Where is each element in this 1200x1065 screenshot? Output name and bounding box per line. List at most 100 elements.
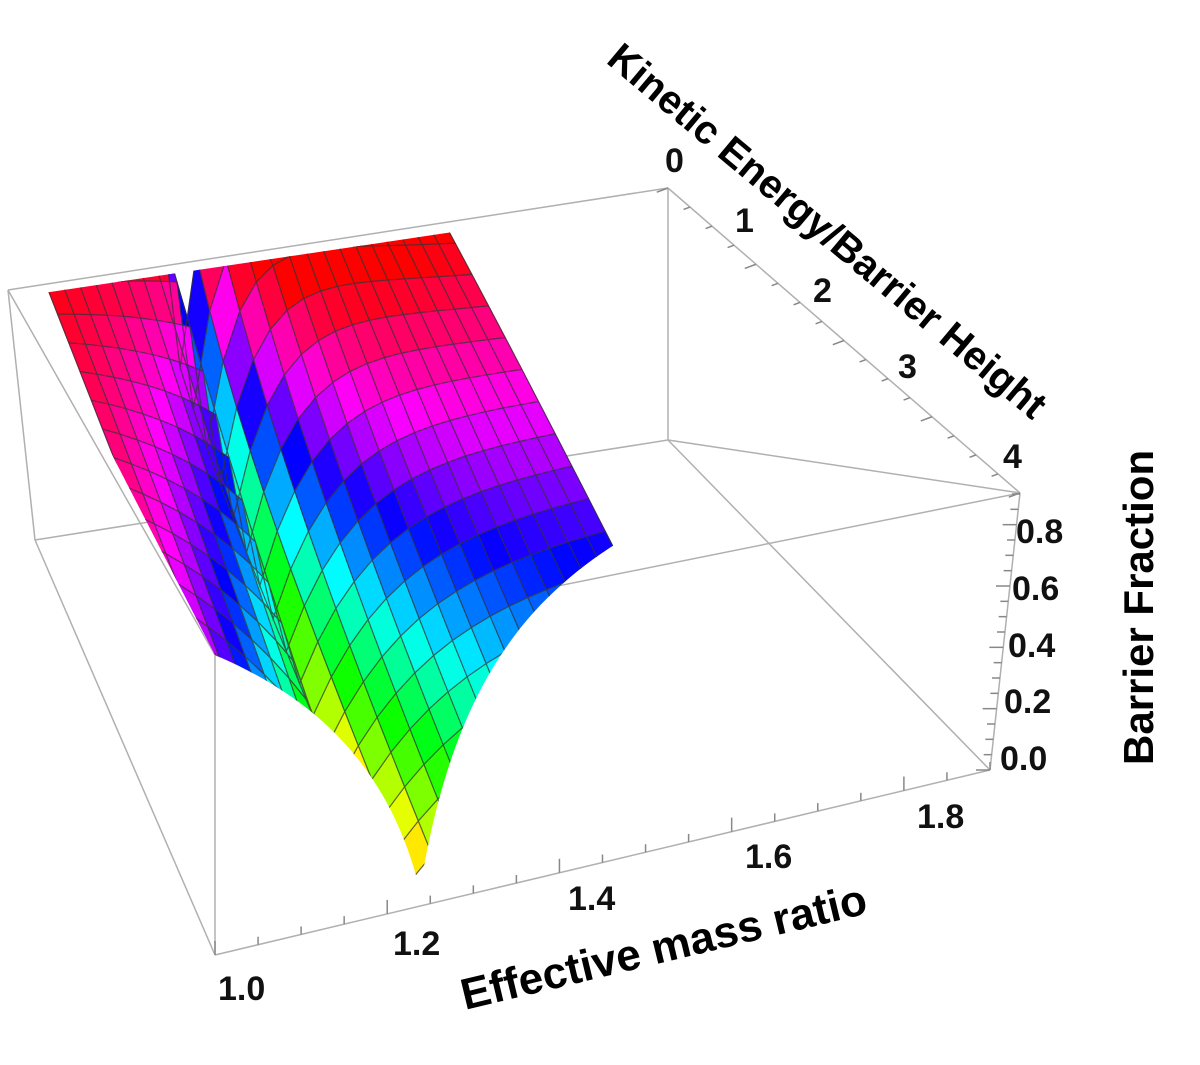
z-axis-title: Barrier Fraction [1115,450,1162,765]
surface-patch [542,623,579,668]
surface-patch [583,569,621,610]
y-tick-mark [920,416,933,422]
surface-patch [324,200,358,219]
surface-patch [346,813,380,875]
mesh-line [79,305,489,519]
surface-patch [274,225,307,257]
surface-patch [539,666,575,712]
surface-patch [269,722,302,777]
surface-patch [307,219,340,249]
surface-patch [230,687,263,738]
surface-patch [372,200,407,214]
surface-patch [573,691,611,736]
surface-patch [211,209,243,261]
y-tick-mark [903,396,911,401]
y-tick-label: 0 [665,142,684,180]
surface-patch [210,671,244,721]
surface-patch [577,649,614,693]
surface-patch [314,751,348,814]
mesh-line [136,465,573,686]
x-tick-labels: 1.0 1.2 1.4 1.6 1.8 [218,798,964,1008]
y-tick-label: 1 [735,202,754,240]
surface-patch [612,675,650,718]
y-tick-label: 2 [813,272,832,310]
surface-patch [115,240,145,282]
surface-patch [34,253,64,286]
mesh-line [169,563,623,781]
mesh-line [57,242,456,448]
surface-patch [596,641,634,684]
y-tick-mark [991,473,999,478]
z-tick-labels: 0.0 0.2 0.4 0.6 0.8 [1000,513,1063,778]
surface-patch [292,200,325,224]
surface-patch [378,845,413,890]
mesh-line [124,433,556,654]
y-tick-mark [881,377,889,382]
surface-patch [481,698,517,749]
x-tick-label: 1.6 [745,838,792,876]
surface-patch [222,702,255,751]
surface-patch [323,217,357,248]
surface-patch [227,206,260,235]
z-tick-label: 0.4 [1008,627,1055,665]
surface-patch [339,823,374,886]
surface-patch [616,634,653,677]
surface-patch [504,641,541,688]
x-axis-title: Effective mass ratio [456,875,872,1020]
surface-patch [242,718,275,769]
surface-patch [534,710,571,758]
mesh-line [91,336,506,553]
y-tick-mark [859,358,867,363]
surface-patch [340,200,374,216]
surface-patch [131,238,162,282]
surface-patch [327,787,361,850]
surface-patch [437,779,473,835]
x-tick-label: 1.2 [393,925,440,963]
surface-patch [356,212,390,247]
surface-patch [561,615,598,659]
y-tick-mark [705,225,713,230]
surface-patch [202,686,236,734]
surface-patch [500,686,536,735]
surface-patch [257,689,290,744]
surface-patch [307,764,341,824]
y-tick-mark [656,187,669,193]
surface-patch [243,203,276,232]
surface-patch [359,849,393,890]
y-tick-label: 3 [898,348,917,386]
surface-patch [261,736,295,789]
surface-patch [580,608,618,651]
y-tick-mark [832,339,845,346]
x-tick-label: 1.0 [218,970,265,1008]
surface-patch [651,660,690,702]
mesh-line [147,498,589,718]
surface-patch [495,733,532,784]
surface-patch [523,631,560,678]
surface-patch [602,563,640,603]
surface-patch [290,222,324,252]
tick-marks [214,187,1021,955]
mesh-line [113,400,539,621]
surface-patch [388,200,423,214]
surface-patch [300,776,334,834]
z-tick-label: 0.2 [1004,683,1051,721]
surface-patch [356,200,391,214]
surface-patch [281,755,315,811]
y-tick-mark [969,454,977,458]
surface-patch [249,704,283,757]
y-tick-mark [683,206,691,211]
surface-patch [276,200,309,227]
surface-patch [558,657,595,702]
y-tick-mark [744,263,757,270]
surface-patch [515,721,551,770]
y-tick-mark [793,301,801,306]
surface-patch [618,595,656,636]
surface-patch [405,200,440,213]
mesh-line [102,368,522,589]
z-tick-label: 0.6 [1012,570,1059,608]
surface-patch [593,682,630,727]
z-tick-label: 0.0 [1000,740,1047,778]
y-tick-mark [727,244,735,249]
surface-patch [276,708,309,765]
